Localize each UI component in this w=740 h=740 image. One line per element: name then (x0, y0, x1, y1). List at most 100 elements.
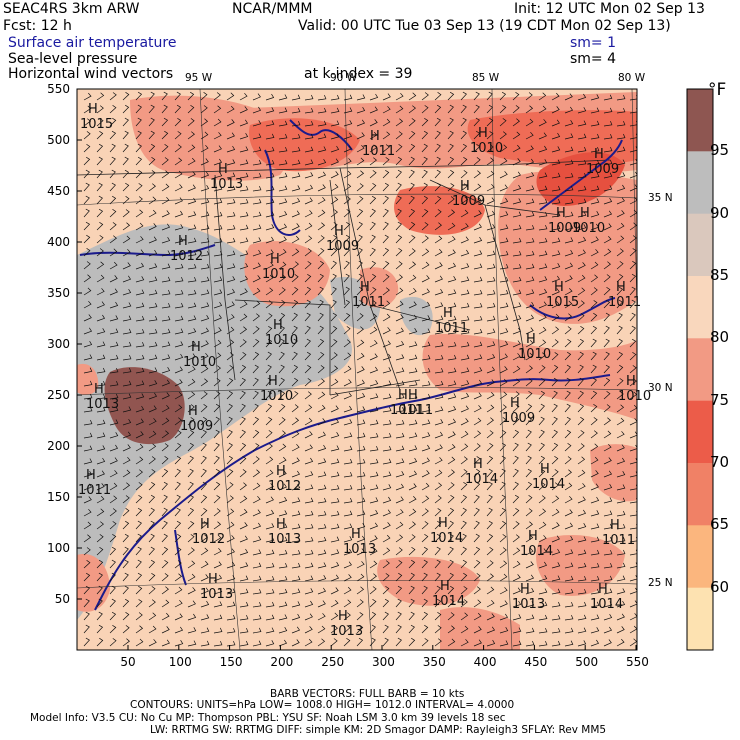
wind-barb (187, 547, 195, 556)
wind-barb (382, 367, 392, 374)
wind-barb (109, 432, 119, 439)
wind-barb (291, 146, 301, 153)
wind-barb (551, 562, 561, 569)
wind-barb (96, 559, 104, 569)
wind-barb (343, 222, 351, 231)
wind-barb (590, 338, 597, 348)
wind-barb (291, 457, 300, 465)
wind-barb (616, 626, 625, 634)
wind-barb (109, 598, 116, 608)
wind-barb (395, 131, 403, 140)
wind-barb (96, 585, 103, 595)
wind-barb (187, 442, 195, 452)
wind-barb (109, 406, 119, 413)
wind-barb (551, 288, 560, 296)
wind-barb (109, 156, 116, 166)
wind-barb (395, 234, 403, 244)
wind-barb (278, 185, 288, 192)
wind-barb (96, 406, 106, 413)
wind-barb (174, 468, 181, 478)
colorbar-segment (687, 338, 713, 402)
wind-barb (538, 535, 547, 543)
wind-barb (421, 328, 431, 335)
wind-barb (343, 120, 353, 127)
wind-barb (590, 575, 600, 582)
wind-barb (226, 263, 236, 270)
wind-barb (213, 185, 223, 192)
wind-barb (434, 182, 442, 192)
wind-barb (109, 444, 119, 452)
wind-barb (226, 288, 236, 296)
wind-barb (369, 183, 377, 192)
wind-barb (317, 404, 326, 413)
wind-barb (382, 247, 390, 257)
wind-barb (226, 326, 235, 335)
wind-barb (83, 585, 90, 595)
pressure-value: 1011 (602, 533, 636, 548)
wind-barb (265, 588, 275, 595)
colorbar-label: 80 (710, 328, 730, 347)
wind-barb (83, 105, 92, 114)
wind-barb (109, 261, 118, 270)
wind-barb (564, 133, 574, 140)
wind-barb (421, 248, 430, 257)
wind-barb (525, 429, 532, 439)
wind-barb (122, 508, 130, 517)
lon-label-90: 90 W (330, 72, 358, 84)
valid-time: Valid: 00 UTC Tue 03 Sep 13 (19 CDT Mon … (298, 18, 671, 34)
wind-barb (421, 275, 430, 283)
wind-barb (460, 572, 468, 582)
wind-barb (551, 403, 558, 413)
wind-barb (525, 521, 533, 530)
wind-barb (525, 365, 533, 374)
model-info-physics: LW: RRTMG SW: RRTMG DIFF: simple KM: 2D … (150, 724, 607, 736)
wind-barb (122, 248, 131, 257)
wind-barb (395, 483, 405, 491)
wind-barb (148, 380, 158, 387)
wind-barb (226, 105, 235, 114)
wind-barb (473, 250, 483, 257)
wind-barb (343, 510, 353, 517)
wind-barb (382, 221, 389, 231)
wind-barb (603, 614, 613, 621)
wind-barb (499, 391, 508, 400)
wind-barb (304, 510, 314, 517)
wind-barb (382, 509, 391, 517)
wind-barb (83, 118, 91, 127)
wind-barb (538, 495, 546, 504)
wind-barb (265, 185, 275, 192)
wind-barb (200, 198, 210, 205)
wind-barb (629, 273, 637, 283)
wind-barb (460, 612, 469, 621)
wind-barb (460, 223, 469, 231)
wind-barb (213, 391, 221, 400)
wind-barb (317, 365, 325, 374)
wind-barb (356, 352, 365, 361)
wind-barbs (83, 91, 637, 647)
wind-barb (525, 250, 535, 257)
wind-barb (564, 224, 574, 231)
wind-barb (538, 92, 547, 101)
wind-barb (421, 209, 429, 218)
wind-barb (200, 508, 208, 517)
wind-barb (343, 392, 352, 400)
wind-barb (499, 613, 509, 621)
wind-barb (616, 638, 625, 647)
wind-barb (512, 340, 521, 348)
high-pressure-marker: H (510, 396, 520, 411)
wind-barb (382, 313, 391, 322)
wind-barb (317, 575, 327, 582)
wind-barb (148, 143, 156, 153)
wind-barb (538, 159, 548, 166)
wind-barb (200, 378, 209, 387)
wind-barb (369, 131, 378, 140)
wind-barb (473, 546, 481, 556)
wind-barb (187, 378, 196, 387)
wind-barb (486, 144, 494, 153)
wind-barb (278, 312, 286, 322)
wind-barb (317, 94, 327, 101)
wind-barb (473, 104, 480, 114)
wind-barb (278, 198, 288, 205)
wind-barb (109, 301, 119, 309)
wind-barb (473, 520, 480, 530)
